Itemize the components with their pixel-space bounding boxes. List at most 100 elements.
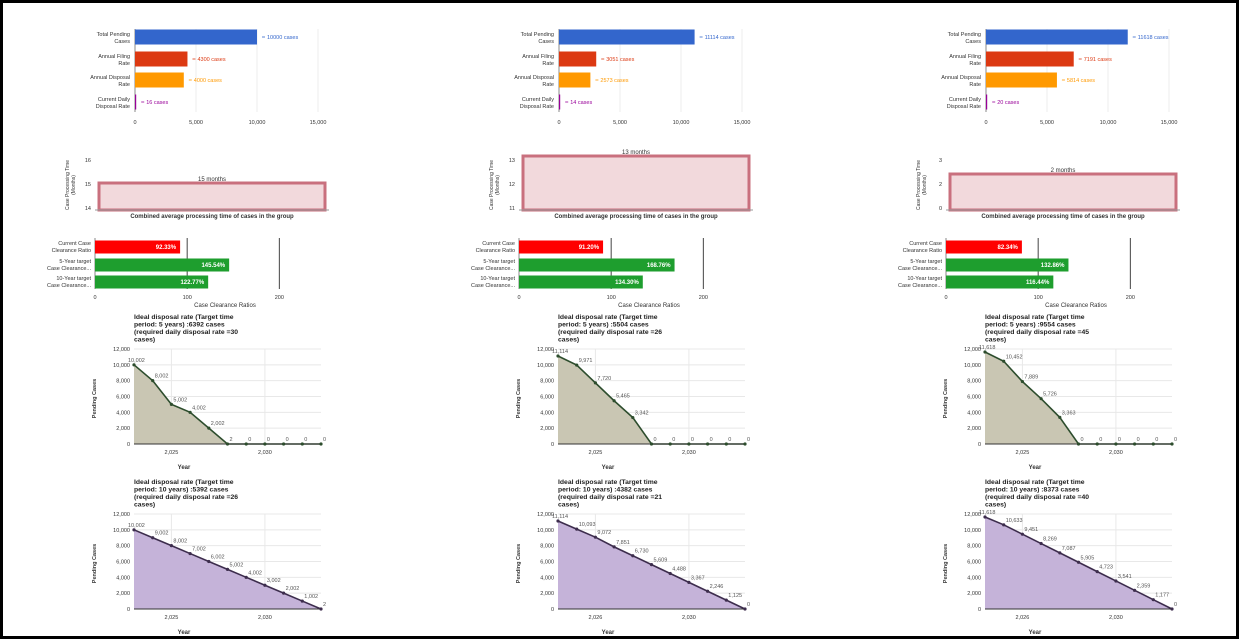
y-tick-label: 12,000 [113, 347, 130, 353]
data-label: 0 [672, 437, 675, 443]
data-label: 5,465 [616, 394, 630, 400]
x-axis-title: Case Clearance Ratios [618, 303, 680, 309]
y-tick-label: 4,000 [967, 410, 981, 416]
bar-value-label: 7191 cases [1084, 57, 1112, 63]
clearance-category-label: 5-Year target [59, 259, 91, 265]
data-point [649, 562, 654, 567]
bar [559, 29, 695, 45]
processing-time-bar [948, 172, 1178, 212]
y-tick-label: 3 [939, 158, 942, 164]
chart-title: cases) [134, 502, 155, 509]
data-label: 2 [323, 602, 326, 608]
data-label: 8,002 [155, 374, 169, 380]
data-point [1133, 442, 1137, 446]
y-axis-title: Pending Cases [943, 379, 949, 418]
clearance-category-label: Current Case [482, 241, 515, 247]
chart-title: (required daily disposal rate =26 [134, 494, 238, 501]
data-label: 6,002 [211, 554, 225, 560]
chart-title: cases) [985, 502, 1006, 509]
category-label: Rate [118, 61, 130, 67]
bar-value-label: 20 cases [997, 100, 1019, 106]
y-tick-label: 6,000 [967, 395, 981, 401]
clearance-category-label: 10-Year target [56, 276, 91, 282]
data-point [151, 379, 155, 383]
y-axis-title-line: (Months) [922, 175, 928, 195]
data-label: 0 [1174, 602, 1177, 608]
x-tick-label: 2,030 [682, 615, 696, 621]
data-point [1039, 541, 1043, 546]
data-label: 5,609 [654, 558, 668, 564]
clearance-category-label: Clearance Ratio [476, 248, 515, 254]
y-tick-label: 8,000 [967, 544, 981, 550]
category-label: Annual Filing [522, 54, 554, 60]
x-axis-title: Year [602, 630, 615, 636]
y-tick-label: 12,000 [537, 512, 554, 518]
category-label: Cases [538, 39, 554, 45]
category-label: Rate [542, 61, 554, 67]
data-point [1170, 607, 1174, 611]
y-axis-title: Pending Cases [943, 544, 949, 583]
data-point [631, 415, 635, 420]
data-point [1095, 570, 1099, 574]
x-axis-title: Combined average processing time of case… [981, 214, 1145, 220]
x-tick-label: 0 [93, 295, 96, 301]
x-tick-label: 200 [1126, 295, 1135, 301]
y-tick-label: 6,000 [540, 395, 554, 401]
chart-title: period: 5 years) :5504 cases [558, 322, 649, 329]
x-tick-label: 0 [944, 295, 947, 301]
data-label: 11,618 [979, 345, 995, 351]
data-point [1095, 442, 1099, 446]
y-tick-label: 8,000 [540, 544, 554, 550]
data-label: 3,541 [1118, 574, 1132, 580]
y-tick-label: 13 [509, 158, 515, 164]
y-axis-title-line: Case Processing Time [916, 160, 922, 210]
ideal-disposal-chart-3: Ideal disposal rate (Target timeperiod: … [943, 479, 1177, 636]
y-tick-label: 16 [85, 158, 91, 164]
bar-value-label: 16 cases [146, 100, 168, 106]
y-axis-title-line: (Months) [71, 175, 77, 195]
chart-title: (required daily disposal rate =26 [558, 329, 662, 336]
chart-title: (required daily disposal rate =21 [558, 494, 662, 501]
data-label: 5,002 [230, 562, 244, 568]
processing-time-chart-2: 13 12 11 13 months Combined average processi… [489, 150, 753, 220]
chart-title: cases) [558, 502, 579, 509]
clearance-category-label: Case Clearance... [898, 266, 942, 272]
chart-title: period: 10 years) :5392 cases [134, 487, 229, 494]
data-label: 2,002 [286, 586, 300, 592]
data-point [724, 442, 728, 446]
y-axis-title: Case Processing Time(Months) [65, 160, 77, 210]
clearance-category-label: Clearance Ratio [52, 248, 91, 254]
data-label: 0 [1174, 437, 1177, 443]
clearance-value-label: 145.54% [201, 263, 225, 269]
processing-time-bar [97, 181, 327, 212]
chart-title: (required daily disposal rate =30 [134, 329, 238, 336]
chart-title: cases) [558, 337, 579, 344]
bar-value-label: 5814 cases [1067, 78, 1095, 84]
data-label: 0 [728, 437, 731, 443]
x-axis-title: Case Clearance Ratios [194, 303, 256, 309]
y-tick-label: 10,000 [113, 363, 130, 369]
y-tick-label: 2,000 [540, 591, 554, 597]
data-point [1076, 560, 1081, 564]
clearance-value-label: 116.44% [1026, 280, 1050, 286]
y-tick-label: 8,000 [967, 379, 981, 385]
data-point [556, 519, 560, 523]
clearance-category-label: Case Clearance... [471, 283, 515, 289]
data-label: 5,002 [173, 397, 187, 403]
clearance-category-label: Case Clearance... [47, 283, 91, 289]
y-tick-label: 2,000 [540, 426, 554, 432]
bar [986, 94, 988, 110]
area-fill [558, 356, 745, 444]
x-tick-label: 15,000 [734, 120, 751, 126]
x-axis-title: Combined average processing time of case… [130, 214, 294, 220]
y-tick-label: 8,000 [116, 379, 130, 385]
clearance-bar [946, 275, 1054, 289]
y-tick-label: 0 [551, 442, 554, 448]
data-label: 4,723 [1099, 565, 1113, 571]
clearance-value-label: 132.86% [1041, 263, 1065, 269]
bar [135, 51, 188, 67]
data-label: 0 [747, 602, 750, 608]
data-label: 0 [1118, 437, 1121, 443]
chart-title: (required daily disposal rate =45 [985, 329, 1089, 336]
